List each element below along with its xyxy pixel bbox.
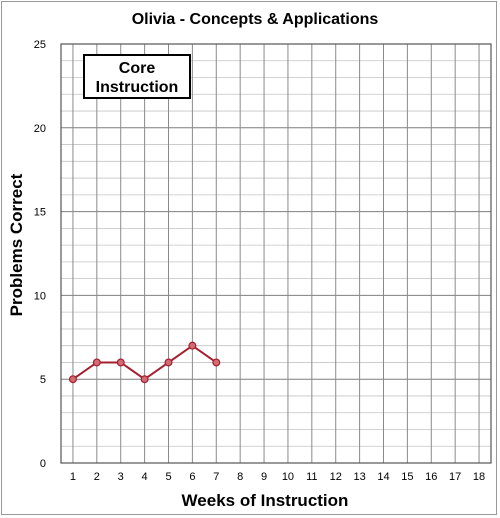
x-tick-label: 2 xyxy=(94,471,100,483)
x-tick-label: 14 xyxy=(377,471,389,483)
y-tick-labels: 0 5 10 15 20 25 xyxy=(34,39,46,470)
y-tick-label: 25 xyxy=(34,39,46,51)
data-point xyxy=(212,358,221,367)
x-tick-label: 10 xyxy=(282,471,294,483)
y-axis-label: Problems Correct xyxy=(7,173,26,316)
major-grid xyxy=(61,44,491,463)
data-point xyxy=(140,375,149,384)
y-tick-label: 0 xyxy=(40,458,46,470)
x-axis-label: Weeks of Instruction xyxy=(182,491,349,510)
x-tick-label: 8 xyxy=(237,471,243,483)
core-instruction-box xyxy=(83,54,191,99)
x-tick-label: 3 xyxy=(118,471,124,483)
x-tick-label: 6 xyxy=(189,471,195,483)
x-tick-label: 4 xyxy=(142,471,148,483)
x-tick-label: 17 xyxy=(449,471,461,483)
x-tick-label: 5 xyxy=(165,471,171,483)
x-tick-label: 9 xyxy=(261,471,267,483)
core-instruction-line2: Instruction xyxy=(96,79,179,96)
core-instruction-label: Core Instruction xyxy=(83,54,191,99)
plot-border xyxy=(60,43,492,464)
x-tick-labels: 1 2 3 4 5 6 7 8 9 10 11 12 13 14 15 16 17 18 xyxy=(70,471,485,483)
x-tick-label: 18 xyxy=(473,471,485,483)
data-point xyxy=(164,358,173,367)
data-point xyxy=(116,358,125,367)
x-tick-label: 16 xyxy=(425,471,437,483)
minor-grid xyxy=(61,60,491,447)
y-tick-label: 5 xyxy=(40,374,46,386)
series-olivia xyxy=(68,341,221,384)
x-tick-label: 13 xyxy=(353,471,365,483)
x-tick-label: 12 xyxy=(330,471,342,483)
data-point xyxy=(92,358,101,367)
x-tick-label: 7 xyxy=(213,471,219,483)
data-point xyxy=(188,341,197,350)
y-tick-label: 15 xyxy=(34,207,46,219)
y-tick-label: 20 xyxy=(34,123,46,135)
y-tick-label: 10 xyxy=(34,290,46,302)
x-tick-label: 1 xyxy=(70,471,76,483)
data-point xyxy=(68,375,77,384)
x-tick-label: 15 xyxy=(401,471,413,483)
core-instruction-line1: Core xyxy=(119,60,156,77)
x-tick-label: 11 xyxy=(306,471,317,483)
chart-title: Olivia - Concepts & Applications xyxy=(132,11,379,28)
